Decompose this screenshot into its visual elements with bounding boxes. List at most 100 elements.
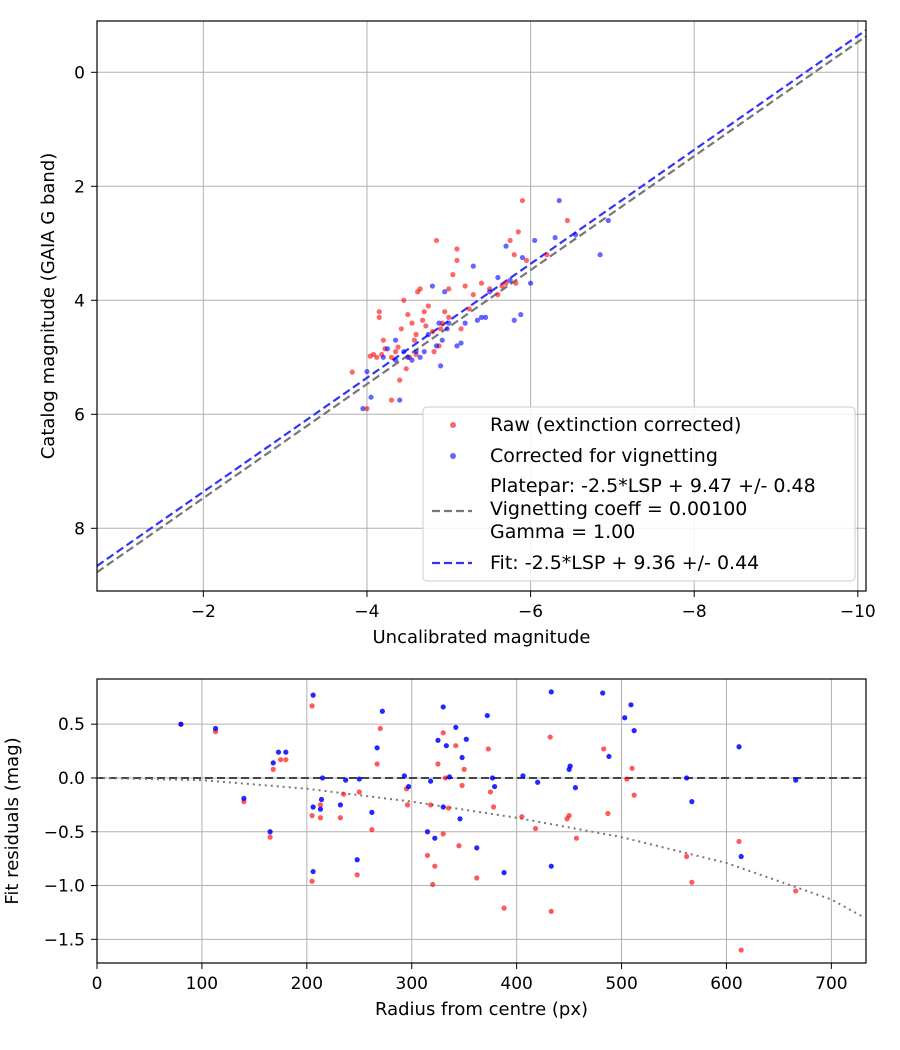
data-point-series-1 xyxy=(364,368,370,375)
y-tick-label: 0.5 xyxy=(58,715,85,735)
data-point-series-1 xyxy=(424,829,431,835)
data-point-series-1 xyxy=(310,692,316,698)
data-point-series-1 xyxy=(417,354,423,360)
y-tick-label: 8 xyxy=(74,519,85,539)
data-point-series-1 xyxy=(283,749,289,755)
data-point-series-0 xyxy=(433,237,440,244)
data-point-series-0 xyxy=(456,843,462,849)
data-point-series-1 xyxy=(511,317,517,323)
legend-marker-raw xyxy=(450,422,456,428)
data-point-series-0 xyxy=(401,297,407,303)
data-point-series-0 xyxy=(374,354,380,360)
data-point-series-1 xyxy=(482,314,489,320)
data-point-series-0 xyxy=(340,791,347,797)
data-point-series-1 xyxy=(495,274,501,281)
data-point-series-1 xyxy=(532,237,538,244)
data-point-series-0 xyxy=(470,292,476,298)
y-tick-label: −1.0 xyxy=(44,877,85,897)
y-tick-label: −0.5 xyxy=(44,823,85,843)
data-point-series-1 xyxy=(474,845,480,851)
data-point-series-1 xyxy=(793,777,799,783)
data-point-series-0 xyxy=(454,246,460,252)
data-point-series-0 xyxy=(601,746,607,752)
data-point-series-0 xyxy=(430,881,436,888)
legend-label-platepar-2: Vignetting coeff = 0.00100 xyxy=(490,498,747,520)
data-point-series-0 xyxy=(462,283,468,289)
data-point-series-0 xyxy=(485,746,491,752)
data-point-series-0 xyxy=(411,337,418,343)
data-point-series-1 xyxy=(519,254,526,261)
data-point-series-0 xyxy=(405,311,411,318)
data-point-series-0 xyxy=(419,317,426,323)
data-point-series-1 xyxy=(360,406,366,412)
data-point-series-0 xyxy=(684,853,690,860)
data-point-series-1 xyxy=(397,397,403,403)
data-point-series-1 xyxy=(548,689,554,695)
data-point-series-0 xyxy=(503,280,509,286)
legend-label-platepar-1: Platepar: -2.5*LSP + 9.47 +/- 0.48 xyxy=(490,475,816,497)
axes-frame xyxy=(96,20,867,592)
data-point-series-0 xyxy=(501,905,507,911)
data-point-series-0 xyxy=(403,366,409,372)
data-point-series-1 xyxy=(310,868,316,875)
data-point-series-0 xyxy=(309,703,315,709)
data-point-series-1 xyxy=(442,289,448,295)
fit-line-1 xyxy=(97,29,866,567)
data-point-series-0 xyxy=(450,272,456,278)
data-point-series-1 xyxy=(437,363,444,369)
data-point-series-1 xyxy=(413,349,419,355)
data-point-series-1 xyxy=(433,343,440,349)
x-tick-label: −8 xyxy=(682,602,707,622)
data-point-series-1 xyxy=(628,702,634,708)
x-tick-label: 300 xyxy=(396,974,428,994)
data-point-series-0 xyxy=(631,792,637,798)
data-point-series-1 xyxy=(319,775,326,781)
y-axis-label: Catalog magnitude (GAIA G band) xyxy=(38,153,59,460)
data-point-series-0 xyxy=(317,802,324,808)
data-point-series-1 xyxy=(507,277,513,283)
data-point-series-1 xyxy=(343,777,349,783)
data-point-series-1 xyxy=(178,721,184,727)
data-point-series-0 xyxy=(425,303,431,309)
data-point-series-1 xyxy=(429,283,436,289)
data-point-series-1 xyxy=(443,743,449,749)
data-point-series-1 xyxy=(310,804,316,810)
data-point-series-1 xyxy=(487,289,493,295)
data-point-series-0 xyxy=(466,306,472,312)
data-point-series-0 xyxy=(458,326,464,332)
data-point-series-1 xyxy=(212,725,219,732)
data-point-series-0 xyxy=(376,309,382,315)
data-point-series-0 xyxy=(573,835,580,841)
data-point-series-0 xyxy=(446,314,452,320)
data-point-series-1 xyxy=(454,343,460,349)
legend-label-corrected: Corrected for vignetting xyxy=(490,445,718,467)
x-tick-label: −4 xyxy=(354,602,379,622)
y-tick-label: 2 xyxy=(74,177,85,197)
data-point-series-0 xyxy=(349,369,355,375)
data-point-series-1 xyxy=(489,775,496,781)
legend-label-raw: Raw (extinction corrected) xyxy=(490,414,741,436)
data-point-series-1 xyxy=(401,349,407,355)
data-point-series-0 xyxy=(544,252,550,258)
data-point-series-0 xyxy=(605,810,611,817)
data-point-series-1 xyxy=(421,349,427,355)
data-point-series-0 xyxy=(513,280,519,286)
data-point-series-0 xyxy=(424,852,431,859)
data-point-series-1 xyxy=(458,340,464,346)
x-tick-label: 700 xyxy=(815,974,847,994)
data-point-series-0 xyxy=(423,323,429,329)
data-point-series-0 xyxy=(459,782,465,789)
data-point-series-0 xyxy=(309,813,315,819)
data-point-series-1 xyxy=(439,337,445,343)
data-point-series-0 xyxy=(689,879,695,885)
data-point-series-0 xyxy=(374,761,380,767)
data-point-series-1 xyxy=(478,314,485,320)
data-point-series-1 xyxy=(492,783,498,790)
data-point-series-1 xyxy=(393,337,399,343)
data-point-series-0 xyxy=(490,804,497,810)
y-tick-label: −1.5 xyxy=(44,930,85,950)
y-tick-label: 0 xyxy=(74,63,85,83)
data-point-series-1 xyxy=(435,737,441,743)
data-point-series-1 xyxy=(606,753,612,760)
x-tick-label: 100 xyxy=(186,974,218,994)
